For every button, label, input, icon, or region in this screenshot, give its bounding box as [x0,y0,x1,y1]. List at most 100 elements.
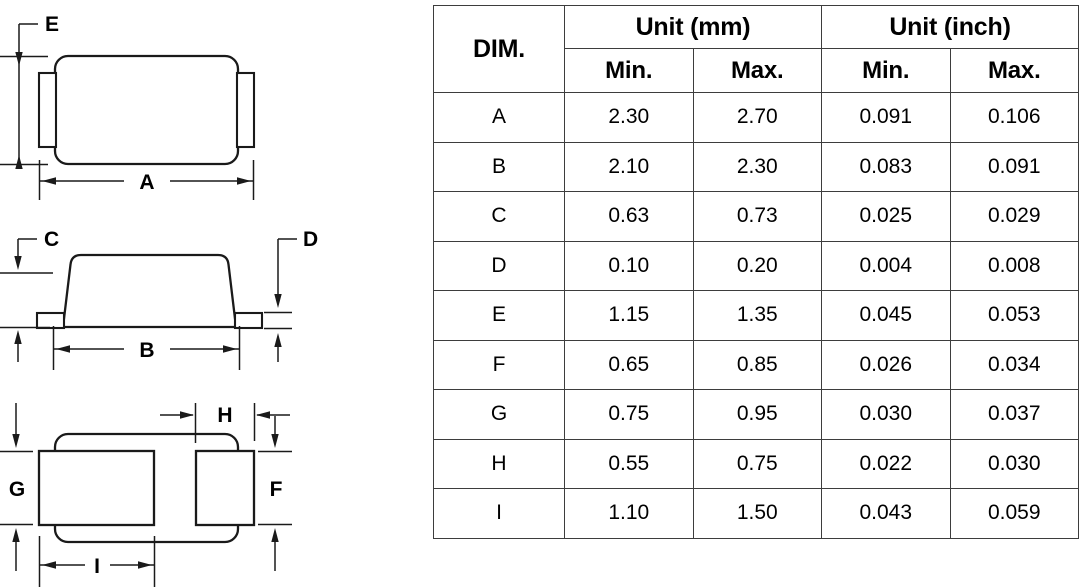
column-header-mm-min: Min. [564,48,694,93]
dimension-H-label: H [217,404,232,427]
side-view-drawing: C B D [0,228,318,370]
cell-inch-min: 0.022 [821,438,951,489]
cell-dim: F [433,339,565,390]
cell-inch-min: 0.004 [821,240,951,291]
table-body: A 2.30 2.70 0.091 0.106 B 2.10 2.30 0.08… [433,92,1080,539]
cell-dim: E [433,290,565,341]
top-view-drawing: E A [0,13,256,200]
cell-inch-min: 0.091 [821,92,951,143]
dimension-D-arrow-bottom [274,333,282,347]
cell-dim: B [433,141,565,192]
dimension-G-label: G [9,478,25,501]
table-row: D 0.10 0.20 0.004 0.008 [433,240,1080,291]
dimension-G-arrow-top [12,434,20,448]
cell-mm-max: 0.73 [692,191,823,242]
cell-mm-max: 0.85 [692,339,823,390]
dimension-D-arrow-top [274,294,282,308]
cell-mm-max: 1.35 [692,290,823,341]
dimension-E-arrow-top [15,52,23,66]
dimension-D [264,238,297,362]
dimension-B-arrow-left [56,345,70,353]
cell-mm-min: 0.65 [564,339,694,390]
cell-mm-min: 0.75 [564,389,694,440]
dimension-I-arrow-left [42,561,56,569]
bottom-view-pad-small [194,449,256,527]
cell-inch-max: 0.053 [949,290,1080,341]
table-row: F 0.65 0.85 0.026 0.034 [433,339,1080,390]
dimension-A-arrow-right [237,177,251,185]
cell-mm-min: 1.10 [564,488,694,539]
side-view-right-lead [233,311,264,330]
cell-inch-max: 0.106 [949,92,1080,143]
table-row: I 1.10 1.50 0.043 0.059 [433,488,1080,539]
dimension-A-arrow-left [42,177,56,185]
column-header-unit-mm: Unit (mm) [563,5,823,49]
cell-mm-max: 1.50 [692,488,823,539]
cell-mm-min: 0.10 [564,240,694,291]
bottom-view-drawing: G H F [0,403,292,587]
column-header-dim: DIM. [433,5,565,93]
cell-inch-max: 0.091 [949,141,1080,192]
column-header-unit-inch: Unit (inch) [821,5,1080,49]
cell-mm-max: 0.95 [692,389,823,440]
top-view-left-lead [37,71,58,149]
cell-inch-min: 0.045 [821,290,951,341]
cell-mm-max: 2.30 [692,141,823,192]
cell-mm-min: 2.10 [564,141,694,192]
cell-mm-min: 0.55 [564,438,694,489]
column-header-mm-max: Max. [692,48,823,93]
cell-inch-max: 0.008 [949,240,1080,291]
dimension-D-label: D [303,228,318,251]
mechanical-drawing-panel: E A [0,0,430,587]
bottom-view-pad-large [37,449,156,527]
dimension-F [258,416,292,571]
table-head: DIM. Unit (mm) Unit (inch) Min. Max. Min… [433,5,1080,93]
table-row: C 0.63 0.73 0.025 0.029 [433,191,1080,242]
dimension-I-arrow-right [138,561,152,569]
top-view-body [53,54,240,166]
dimension-C-label: C [44,228,59,251]
cell-inch-min: 0.025 [821,191,951,242]
cell-dim: H [433,438,565,489]
dimension-E-label: E [45,13,59,36]
cell-mm-min: 1.15 [564,290,694,341]
side-view-left-lead [35,311,66,330]
cell-mm-min: 0.63 [564,191,694,242]
dimension-B-label: B [139,339,154,362]
dimension-table: DIM. Unit (mm) Unit (inch) Min. Max. Min… [433,5,1080,539]
cell-inch-max: 0.037 [949,389,1080,440]
dimension-B-arrow-right [223,345,237,353]
dimension-C-arrow-top [14,256,22,270]
cell-dim: D [433,240,565,291]
cell-dim: I [433,488,565,539]
table-row: G 0.75 0.95 0.030 0.037 [433,389,1080,440]
cell-inch-max: 0.029 [949,191,1080,242]
column-header-inch-min: Min. [821,48,951,93]
dimension-F-label: F [270,478,283,501]
cell-mm-max: 0.20 [692,240,823,291]
cell-inch-max: 0.034 [949,339,1080,390]
cell-dim: C [433,191,565,242]
cell-dim: G [433,389,565,440]
table-row: B 2.10 2.30 0.083 0.091 [433,141,1080,192]
table-header-row-minmax: Min. Max. Min. Max. [434,48,1080,93]
cell-inch-min: 0.083 [821,141,951,192]
cell-mm-max: 2.70 [692,92,823,143]
column-header-inch-max: Max. [949,48,1080,93]
dimension-C [0,238,53,362]
dimension-I-label: I [94,555,100,578]
side-view-body [61,253,238,329]
cell-inch-min: 0.030 [821,389,951,440]
table-header-row-units: DIM. Unit (mm) Unit (inch) [433,5,1080,93]
dimension-C-arrow-bottom [14,330,22,344]
cell-inch-max: 0.059 [949,488,1080,539]
dimension-F-arrow-bottom [271,528,279,542]
dimension-G-arrow-bottom [12,528,20,542]
dimension-H-arrow-left [180,411,194,419]
table-row: A 2.30 2.70 0.091 0.106 [433,92,1080,143]
cell-inch-min: 0.026 [821,339,951,390]
cell-mm-max: 0.75 [692,438,823,489]
cell-inch-min: 0.043 [821,488,951,539]
cell-mm-min: 2.30 [564,92,694,143]
dimension-H-arrow-right [256,411,270,419]
